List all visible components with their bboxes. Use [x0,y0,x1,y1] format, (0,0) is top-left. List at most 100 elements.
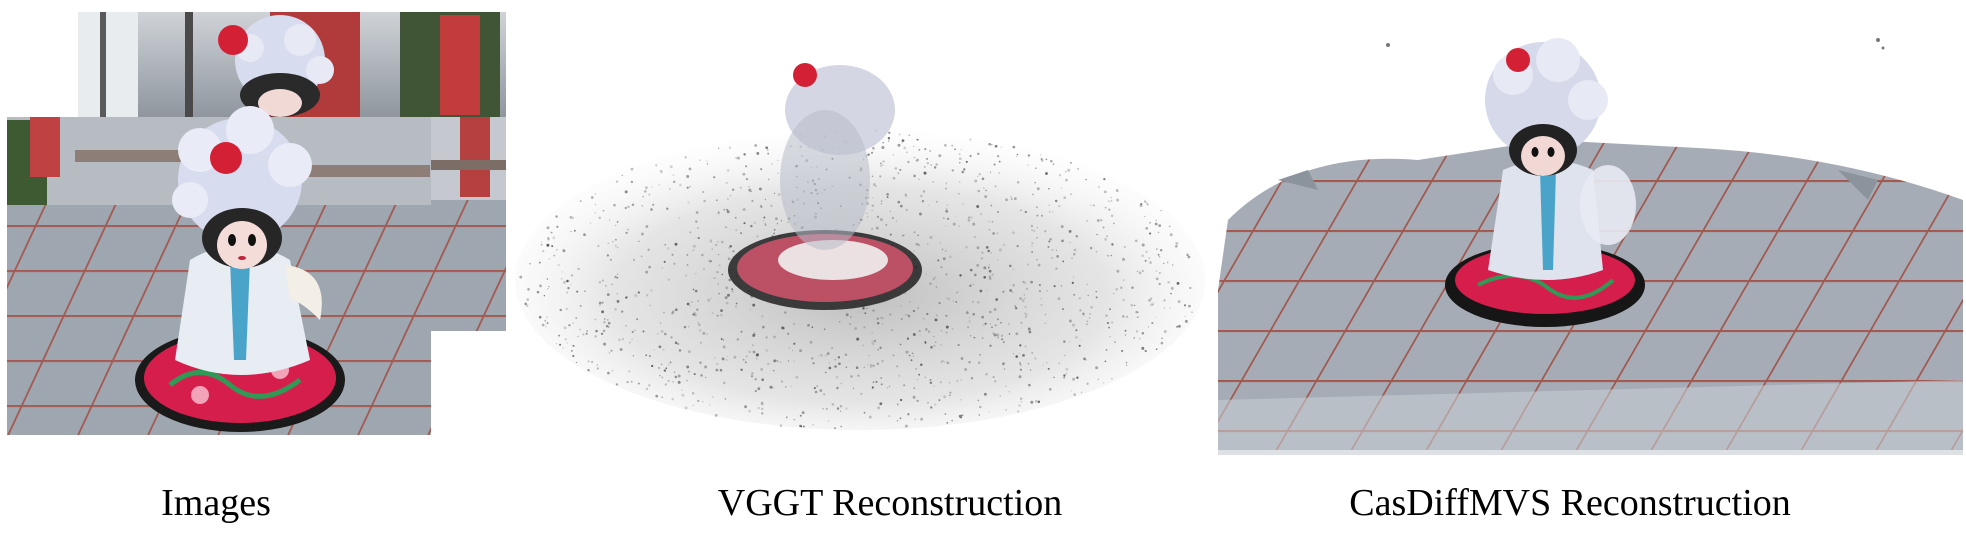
point [945,182,948,185]
point [736,338,740,341]
point [987,249,990,253]
point [1036,258,1038,261]
point [962,202,965,205]
point [1049,159,1053,163]
point [764,198,767,201]
point [1188,304,1191,308]
point [988,220,990,223]
images-caption: Images [161,482,271,524]
point [644,190,647,193]
point [920,194,923,198]
point [862,344,865,347]
point [1036,187,1040,191]
point [669,188,671,190]
point [918,244,920,247]
point [634,294,638,297]
point [807,323,810,327]
point [752,303,756,307]
point [1053,285,1056,288]
point [977,361,981,365]
point [901,141,903,144]
point [945,325,949,329]
point [1061,239,1064,243]
point [867,363,869,366]
point [1115,287,1119,291]
point [714,414,718,417]
point [886,196,889,198]
vggt-caption: VGGT Reconstruction [717,482,1063,524]
point [1020,321,1023,324]
point [1048,240,1051,243]
point [900,204,903,208]
point [718,292,720,295]
point [1183,304,1187,307]
point [892,176,896,180]
point [983,266,987,270]
point [632,355,635,357]
point [811,357,814,360]
point [918,178,920,180]
point [589,222,592,225]
point [1062,260,1065,263]
point [538,261,541,264]
point [697,227,699,229]
point [686,365,690,369]
point [672,180,676,184]
point [658,345,662,349]
point [965,311,969,314]
point [798,424,802,428]
point [946,204,948,206]
point [1115,189,1119,192]
point [854,327,858,330]
point [1063,354,1066,357]
point [937,259,940,262]
point [1103,177,1106,181]
point [568,280,570,282]
point [1110,196,1112,199]
point [1012,283,1015,287]
point [642,330,645,333]
point [665,367,668,370]
point [908,354,911,357]
point [927,402,929,404]
point [1031,229,1033,231]
point [815,384,819,388]
point [944,250,947,252]
point [1095,290,1097,293]
point [1024,282,1027,285]
point [590,196,594,199]
point [1013,197,1017,201]
point [930,346,933,349]
point [616,221,619,223]
point [869,364,873,367]
point [1036,236,1038,239]
point [867,153,870,156]
point [700,341,702,344]
point [943,361,945,363]
point [720,309,723,312]
point [1022,280,1025,284]
point [594,193,596,195]
point [618,338,621,342]
point [536,290,540,294]
point [889,313,892,316]
point [756,353,759,357]
point [933,403,937,406]
point [977,399,980,402]
point [648,193,651,196]
point [641,205,643,207]
point [563,326,567,330]
point [686,186,689,189]
point [969,268,973,272]
point [904,424,908,428]
point [880,316,883,319]
point [767,362,770,366]
point [594,203,597,206]
point [672,174,674,176]
point [880,383,883,386]
point [689,231,692,234]
point [757,406,760,410]
point [965,245,968,249]
point [850,316,852,318]
point [989,323,992,325]
